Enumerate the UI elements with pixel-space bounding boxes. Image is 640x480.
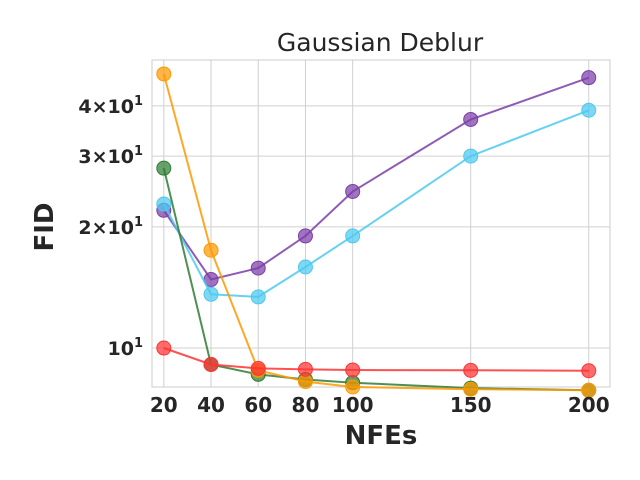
data-point	[345, 228, 361, 244]
plot-area-frame	[151, 59, 611, 388]
y-tick-label: 2×101	[78, 215, 143, 239]
series-1	[156, 102, 597, 305]
y-tick-label: 4×101	[78, 94, 143, 118]
series-line	[162, 167, 589, 392]
x-tick-labels: 20 40 60 80 100 150 200	[150, 393, 610, 417]
grid-layer	[152, 60, 610, 387]
y-tick-label: 3×101	[78, 144, 143, 168]
data-point	[203, 356, 219, 372]
series-layer	[156, 66, 597, 398]
x-tick-label: 150	[450, 393, 492, 417]
data-point	[156, 160, 172, 176]
data-point	[156, 66, 172, 82]
x-tick-label: 200	[568, 393, 610, 417]
data-point	[203, 286, 219, 302]
x-tick-label: 100	[332, 393, 374, 417]
x-axis-label: NFEs	[345, 421, 418, 451]
data-point	[297, 259, 313, 275]
series-line	[162, 73, 589, 392]
chart-title: Gaussian Deblur	[277, 28, 484, 57]
data-point	[463, 381, 479, 397]
data-point	[581, 363, 597, 379]
data-point	[463, 148, 479, 164]
data-point	[581, 70, 597, 86]
data-point	[345, 362, 361, 378]
data-point	[463, 111, 479, 127]
y-tick-labels: 101 2×101 3×101 4×101	[78, 94, 143, 360]
series-4	[156, 340, 597, 379]
y-axis-label: FID	[30, 202, 60, 251]
data-point	[156, 196, 172, 212]
data-point	[250, 289, 266, 305]
data-point	[156, 340, 172, 356]
data-point	[581, 382, 597, 398]
x-tick-label: 40	[197, 393, 225, 417]
x-tick-label: 60	[244, 393, 272, 417]
series-line	[162, 76, 590, 281]
data-point	[297, 228, 313, 244]
series-line	[162, 109, 590, 298]
x-tick-label: 80	[292, 393, 320, 417]
data-point	[345, 183, 361, 199]
data-point	[203, 242, 219, 258]
x-tick-label: 20	[150, 393, 178, 417]
data-point	[297, 361, 313, 377]
data-point	[581, 102, 597, 118]
data-point	[463, 362, 479, 378]
data-point	[250, 360, 266, 376]
data-point	[345, 379, 361, 395]
data-point	[250, 260, 266, 276]
series-0	[156, 70, 597, 288]
y-tick-label: 101	[108, 336, 144, 360]
